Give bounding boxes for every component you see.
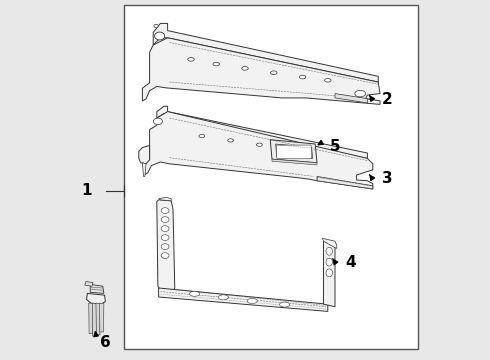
Ellipse shape xyxy=(161,235,169,240)
Ellipse shape xyxy=(161,253,169,258)
Ellipse shape xyxy=(270,71,277,75)
Ellipse shape xyxy=(161,244,169,249)
Polygon shape xyxy=(92,303,97,336)
Text: 4: 4 xyxy=(345,255,356,270)
Polygon shape xyxy=(153,23,378,82)
Ellipse shape xyxy=(326,258,333,266)
Polygon shape xyxy=(317,176,373,189)
Polygon shape xyxy=(144,112,373,189)
Polygon shape xyxy=(96,303,100,335)
Ellipse shape xyxy=(326,247,333,255)
Ellipse shape xyxy=(188,58,194,61)
Polygon shape xyxy=(143,38,380,104)
FancyBboxPatch shape xyxy=(277,145,311,159)
Ellipse shape xyxy=(154,24,158,28)
Ellipse shape xyxy=(242,67,248,70)
Ellipse shape xyxy=(355,90,366,97)
Ellipse shape xyxy=(161,208,169,213)
Ellipse shape xyxy=(247,298,257,303)
Text: 5: 5 xyxy=(330,139,340,154)
Polygon shape xyxy=(90,284,104,293)
Polygon shape xyxy=(322,238,337,248)
Ellipse shape xyxy=(190,291,199,296)
Polygon shape xyxy=(159,288,328,311)
Ellipse shape xyxy=(228,139,233,142)
Polygon shape xyxy=(139,145,149,164)
Text: 6: 6 xyxy=(100,335,111,350)
Ellipse shape xyxy=(161,217,169,222)
Text: 1: 1 xyxy=(81,183,92,198)
Ellipse shape xyxy=(213,62,220,66)
Ellipse shape xyxy=(324,78,331,82)
Ellipse shape xyxy=(161,226,169,231)
Bar xyxy=(124,5,418,349)
Polygon shape xyxy=(85,282,93,286)
Ellipse shape xyxy=(155,32,165,40)
Polygon shape xyxy=(99,303,104,332)
Polygon shape xyxy=(272,159,317,165)
Polygon shape xyxy=(270,140,317,163)
Polygon shape xyxy=(143,163,146,176)
Ellipse shape xyxy=(299,75,306,79)
Ellipse shape xyxy=(199,135,205,138)
Polygon shape xyxy=(89,303,93,334)
Polygon shape xyxy=(157,106,368,158)
Polygon shape xyxy=(159,197,171,201)
Ellipse shape xyxy=(285,148,291,151)
Ellipse shape xyxy=(257,143,262,147)
Polygon shape xyxy=(335,94,368,103)
Ellipse shape xyxy=(153,118,162,125)
Polygon shape xyxy=(323,241,335,307)
Text: 3: 3 xyxy=(382,171,392,186)
Ellipse shape xyxy=(326,269,333,277)
Polygon shape xyxy=(157,200,175,292)
Text: 2: 2 xyxy=(382,92,392,107)
Ellipse shape xyxy=(280,302,290,307)
Polygon shape xyxy=(275,144,313,158)
Polygon shape xyxy=(87,293,105,304)
Ellipse shape xyxy=(219,295,228,300)
